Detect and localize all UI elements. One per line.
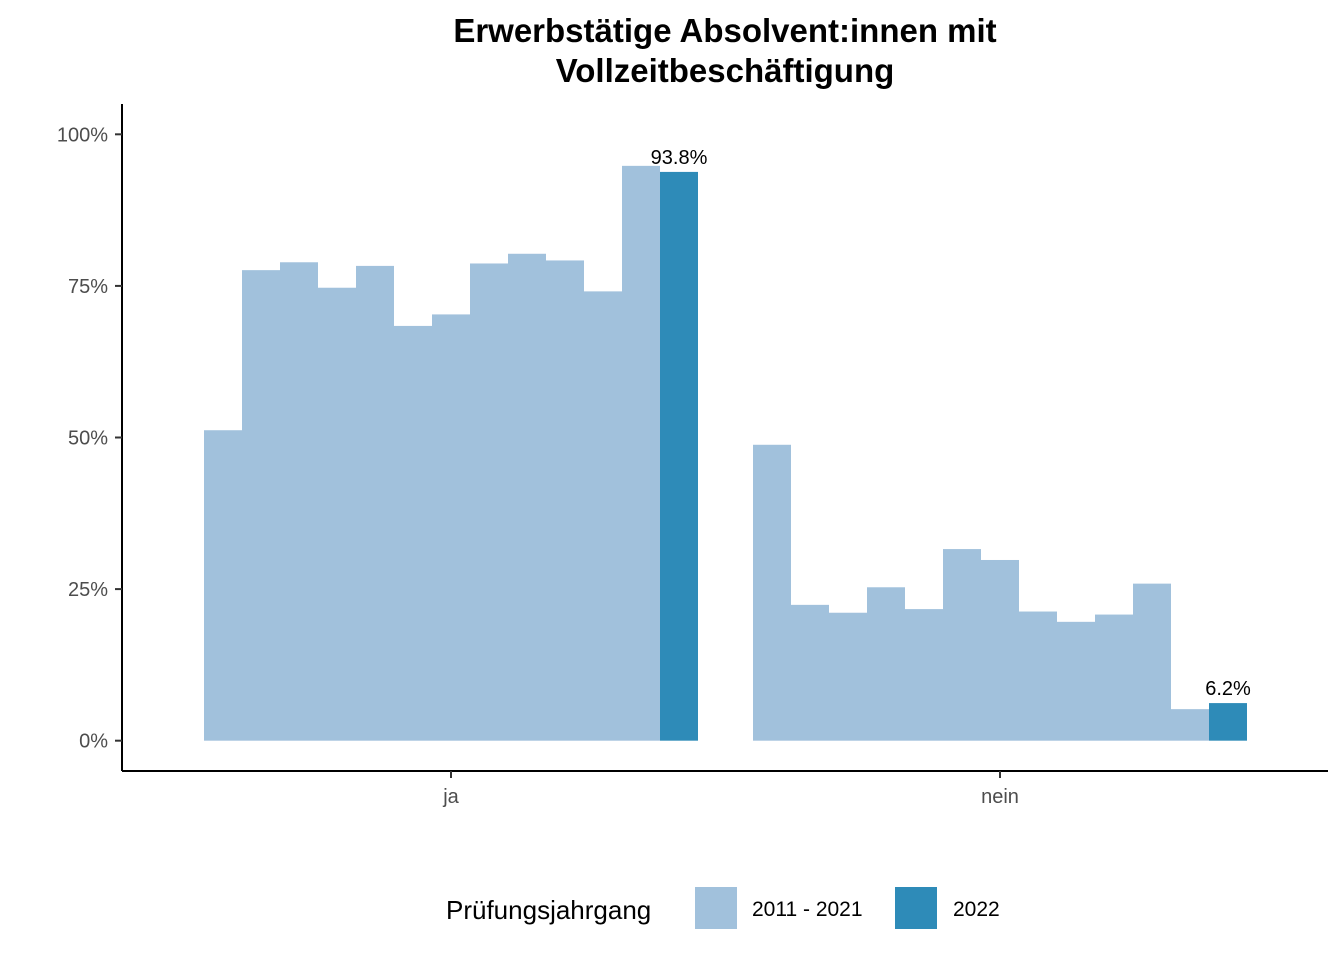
bar-ja-year-10: [546, 260, 584, 741]
data-label-ja: 93.8%: [651, 147, 708, 169]
bar-nein-year-5: [905, 609, 943, 741]
bar-ja-year-9: [508, 253, 546, 741]
legend-label-1: 2011 - 2021: [752, 898, 863, 921]
data-labels-layer: 93.8% 6.2%: [651, 147, 1251, 700]
bar-ja-year-5: [356, 265, 394, 741]
chart-title-line-2: Vollzeitbeschäftigung: [556, 52, 895, 89]
bar-nein-year-10: [1095, 614, 1133, 741]
y-tick-label: 50%: [68, 428, 108, 450]
bar-nein-year-2: [791, 604, 829, 741]
bar-nein-current: [1209, 703, 1247, 741]
bar-ja-year-11: [584, 291, 622, 741]
bar-nein-year-11: [1133, 583, 1171, 741]
y-tick-label: 100%: [57, 124, 108, 146]
bar-nein-year-3: [829, 612, 867, 741]
y-tick-label: 75%: [68, 276, 108, 298]
bar-nein-year-1: [753, 444, 791, 741]
bar-nein-year-6: [943, 549, 981, 741]
bar-ja-year-1: [204, 430, 242, 741]
x-tick-label-ja: ja: [442, 786, 459, 808]
bar-ja-year-12: [622, 165, 660, 741]
chart-title: Erwerbstätige Absolvent:innen mit Vollze…: [453, 12, 996, 89]
bar-ja-year-4: [318, 287, 356, 741]
bar-ja-year-6: [394, 325, 432, 741]
bars-layer: [204, 165, 1247, 741]
bar-nein-year-8: [1019, 611, 1057, 741]
y-tick-label: 25%: [68, 579, 108, 601]
bar-nein-year-7: [981, 559, 1019, 741]
x-tick-label-nein: nein: [981, 786, 1019, 808]
bar-ja-year-2: [242, 270, 280, 741]
legend-key-2: [895, 887, 937, 929]
legend-key-1: [695, 887, 737, 929]
legend-label-2: 2022: [953, 898, 1000, 921]
bar-ja-year-3: [280, 262, 318, 741]
axes-layer: 0% 25% 50% 75% 100% ja nein: [57, 104, 1328, 808]
chart-title-line-1: Erwerbstätige Absolvent:innen mit: [453, 12, 996, 49]
bar-ja-current: [660, 171, 698, 741]
y-tick-label: 0%: [79, 731, 108, 753]
data-label-nein: 6.2%: [1205, 678, 1251, 700]
bar-ja-year-8: [470, 263, 508, 741]
legend-title: Prüfungsjahrgang: [446, 895, 651, 925]
bar-nein-year-4: [867, 587, 905, 741]
bar-nein-year-9: [1057, 621, 1095, 741]
bar-ja-year-7: [432, 314, 470, 741]
bar-nein-year-12: [1171, 709, 1209, 741]
legend: Prüfungsjahrgang 2011 - 2021 2022: [446, 887, 1000, 929]
